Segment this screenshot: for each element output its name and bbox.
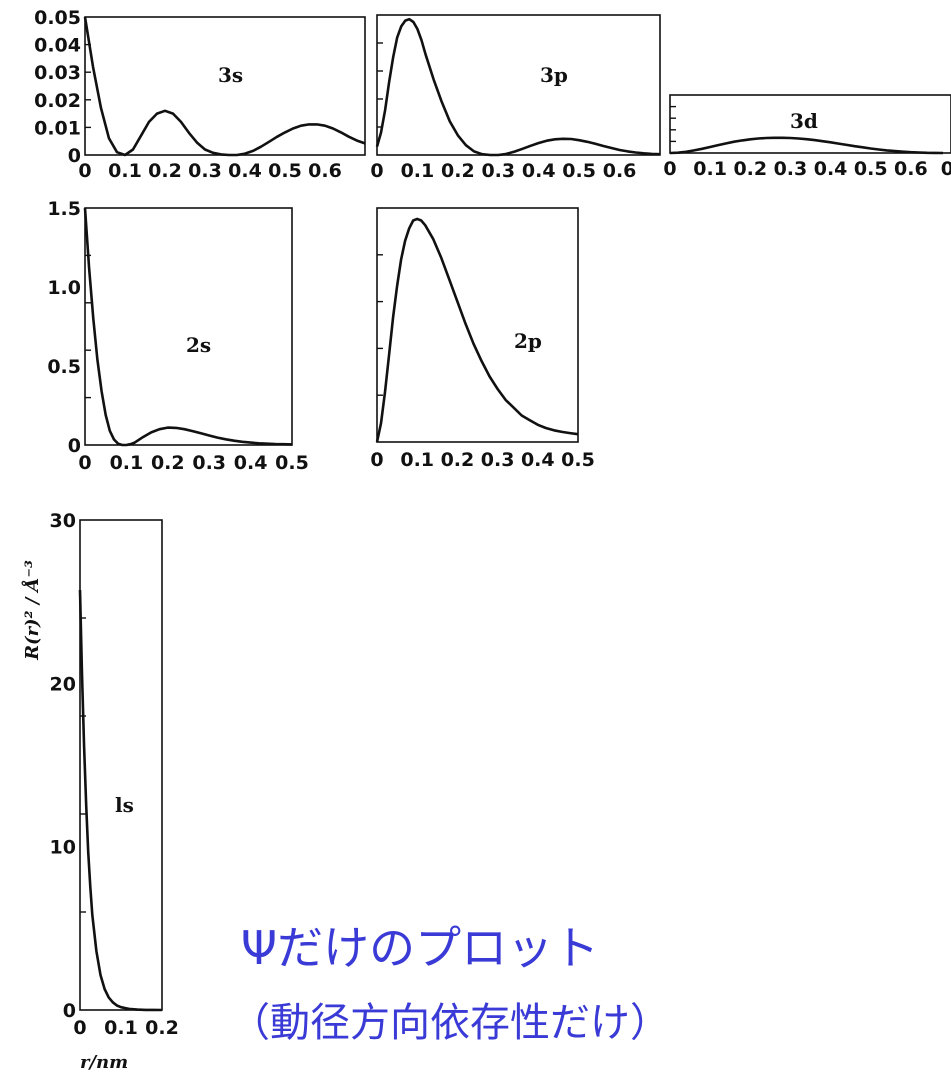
panel-2s: 0 0.5 1.0 1.5 0 0.1 0.2 0.3 0.4 0.5 2s bbox=[47, 198, 309, 474]
xtick-label: 0.3 bbox=[481, 449, 515, 471]
ytick-label: 0 bbox=[68, 435, 81, 457]
y-axis-title: R(r)² / Å⁻³ bbox=[20, 560, 43, 661]
xtick-label: 0.1 bbox=[401, 160, 435, 182]
xtick-label: 0. bbox=[941, 158, 951, 180]
ytick-label: 0 bbox=[63, 1000, 76, 1022]
xtick-label: 0.2 bbox=[151, 452, 185, 474]
panel-frame-2p bbox=[376, 207, 579, 443]
x-axis-title: r/nm bbox=[80, 1052, 128, 1073]
panel-label-1s: ls bbox=[115, 793, 134, 817]
xtick-label: 0.6 bbox=[308, 160, 342, 182]
panel-label-3d: 3d bbox=[790, 109, 818, 133]
xtick-label: 0.1 bbox=[110, 452, 144, 474]
panel-frame-3p bbox=[376, 14, 661, 156]
panel-label-3p: 3p bbox=[540, 63, 568, 87]
caption-main: Ψだけのプロット bbox=[240, 921, 600, 975]
xtick-label: 0 bbox=[370, 449, 383, 471]
xtick-label: 0.6 bbox=[603, 160, 637, 182]
panel-label-2s: 2s bbox=[186, 333, 211, 357]
panel-3p: 0 0.1 0.2 0.3 0.4 0.5 0.6 3p bbox=[370, 14, 661, 182]
xtick-label: 0.4 bbox=[814, 158, 848, 180]
ytick-label: 1.0 bbox=[47, 277, 81, 299]
xtick-label: 0.5 bbox=[268, 160, 302, 182]
caption-sub: （動径方向依存性だけ） bbox=[230, 1000, 670, 1046]
xtick-label: 0.1 bbox=[104, 1017, 138, 1039]
xtick-label: 0.3 bbox=[192, 452, 226, 474]
panel-label-2p: 2p bbox=[514, 329, 542, 353]
xtick-label: 0.4 bbox=[522, 160, 556, 182]
xtick-label: 0.1 bbox=[400, 449, 434, 471]
xtick-label: 0.2 bbox=[733, 158, 767, 180]
ytick-label: 0.03 bbox=[34, 62, 81, 84]
ytick-label: 0.5 bbox=[47, 356, 81, 378]
panel-3s: 0 0.01 0.02 0.03 0.04 0.05 0 0.1 0.2 0.3 0.4 0.5 0.6… bbox=[34, 7, 366, 182]
xtick-label: 0.5 bbox=[854, 158, 888, 180]
xtick-label: 0.1 bbox=[108, 160, 142, 182]
xtick-label: 0.2 bbox=[148, 160, 182, 182]
xtick-label: 0.3 bbox=[481, 160, 515, 182]
xtick-label: 0.3 bbox=[188, 160, 222, 182]
xtick-label: 0 bbox=[78, 452, 91, 474]
xtick-label: 0 bbox=[663, 158, 676, 180]
xtick-label: 0 bbox=[78, 160, 91, 182]
panel-frame-2s bbox=[84, 207, 293, 446]
xtick-label: 0.4 bbox=[228, 160, 262, 182]
curve-3d bbox=[669, 136, 944, 155]
panel-1s: 0 10 20 30 0 0.1 0.2 ls bbox=[50, 510, 179, 1039]
xtick-label: 0 bbox=[370, 160, 383, 182]
curve-3p bbox=[375, 17, 661, 157]
xtick-label: 0 bbox=[73, 1017, 86, 1039]
curve-1s bbox=[78, 589, 163, 1012]
xtick-label: 0.2 bbox=[441, 449, 475, 471]
xtick-label: 0.4 bbox=[234, 452, 268, 474]
xtick-label: 0.5 bbox=[562, 160, 596, 182]
xtick-label: 0.4 bbox=[521, 449, 555, 471]
ytick-label: 30 bbox=[50, 510, 76, 532]
ytick-label: 0 bbox=[68, 145, 81, 167]
panel-label-3s: 3s bbox=[218, 63, 243, 87]
xtick-label: 0.5 bbox=[275, 452, 309, 474]
xtick-label: 0.3 bbox=[774, 158, 808, 180]
panel-3d: 0 0.1 0.2 0.3 0.4 0.5 0.6 0. 3d bbox=[663, 94, 951, 180]
xtick-label: 0.2 bbox=[441, 160, 475, 182]
ytick-label: 20 bbox=[50, 673, 76, 695]
curve-2s bbox=[83, 207, 293, 447]
xtick-label: 0.5 bbox=[561, 449, 595, 471]
ytick-label: 1.5 bbox=[47, 198, 81, 220]
ytick-label: 0.02 bbox=[34, 90, 81, 112]
xtick-label: 0.2 bbox=[145, 1017, 179, 1039]
curve-3s bbox=[83, 16, 366, 157]
curve-2p bbox=[375, 217, 579, 443]
xtick-label: 0.6 bbox=[894, 158, 928, 180]
panel-frame-3d bbox=[669, 94, 951, 154]
ytick-label: 0.04 bbox=[34, 35, 81, 57]
ytick-label: 10 bbox=[50, 837, 76, 859]
ytick-label: 0.05 bbox=[34, 7, 81, 29]
panel-2p: 0 0.1 0.2 0.3 0.4 0.5 2p bbox=[370, 207, 595, 471]
ytick-label: 0.01 bbox=[34, 117, 81, 139]
panel-frame-1s bbox=[79, 519, 163, 1011]
xtick-label: 0.1 bbox=[693, 158, 727, 180]
